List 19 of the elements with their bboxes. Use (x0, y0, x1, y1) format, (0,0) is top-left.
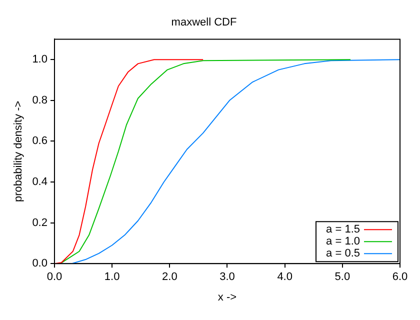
chart-title: maxwell CDF (171, 16, 237, 29)
y-tick-label: 0.0 (32, 258, 48, 270)
x-tick-label: 3.0 (220, 271, 235, 284)
x-tick-label: 4.0 (277, 271, 292, 284)
legend-label: a = 1.5 (326, 224, 360, 236)
legend-label: a = 1.0 (326, 236, 360, 248)
x-axis-title: x -> (218, 291, 237, 304)
x-tick-label: 5.0 (334, 271, 350, 284)
y-tick-label: 0.2 (32, 216, 48, 229)
x-tick-label: 1.0 (104, 271, 120, 284)
y-axis-title: probability density -> (12, 100, 25, 202)
y-tick-label: 0.4 (32, 176, 48, 188)
y-tick-label: 0.8 (32, 94, 48, 106)
legend-label: a = 0.5 (326, 248, 360, 260)
y-tick-label: 1.0 (32, 54, 48, 66)
x-tick-label: 6.0 (392, 271, 408, 284)
x-tick-label: 0.0 (46, 271, 62, 284)
x-tick-label: 2.0 (162, 271, 178, 284)
y-tick-label: 0.6 (32, 135, 48, 148)
